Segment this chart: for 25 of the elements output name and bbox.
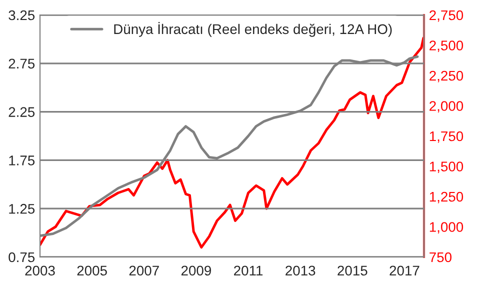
- y2-tick-label: 1,750: [430, 131, 464, 143]
- x-tick-label: 2003: [25, 266, 55, 276]
- line-series: [40, 36, 424, 249]
- x-tick-label: 2015: [338, 266, 368, 276]
- y2-tick-label: 2,750: [430, 10, 464, 22]
- y2-tick-label: 1,500: [430, 162, 464, 174]
- y-tick-label: 3.25: [8, 10, 35, 20]
- x-tick-label: 2005: [77, 266, 107, 276]
- x-tick-label: 2013: [286, 266, 316, 276]
- x-tick-label: 2009: [181, 266, 211, 276]
- y-tick-label: 1.25: [9, 204, 35, 214]
- y-tick-label: 2.25: [8, 107, 35, 117]
- y2-tick-label: 750: [430, 252, 452, 262]
- x-tick-label: 2017: [390, 266, 420, 276]
- y2-tick-label: 2,000: [430, 101, 464, 113]
- y2-tick-label: 2,250: [430, 70, 464, 82]
- y2-tick-label: 1,000: [430, 222, 464, 234]
- y-tick-label: 2.75: [8, 58, 35, 69]
- y2-tick-label: 1,250: [430, 192, 464, 204]
- x-tick-label: 2007: [129, 266, 159, 276]
- y2-tick-label: 2,500: [430, 40, 464, 52]
- x-tick-label: 2011: [234, 266, 263, 276]
- legend-label: Dünya İhracatı (Reel endeks değeri, 12A HO): [114, 22, 392, 37]
- y-tick-label: 1.75: [9, 156, 35, 166]
- y-tick-label: 0.75: [8, 252, 35, 262]
